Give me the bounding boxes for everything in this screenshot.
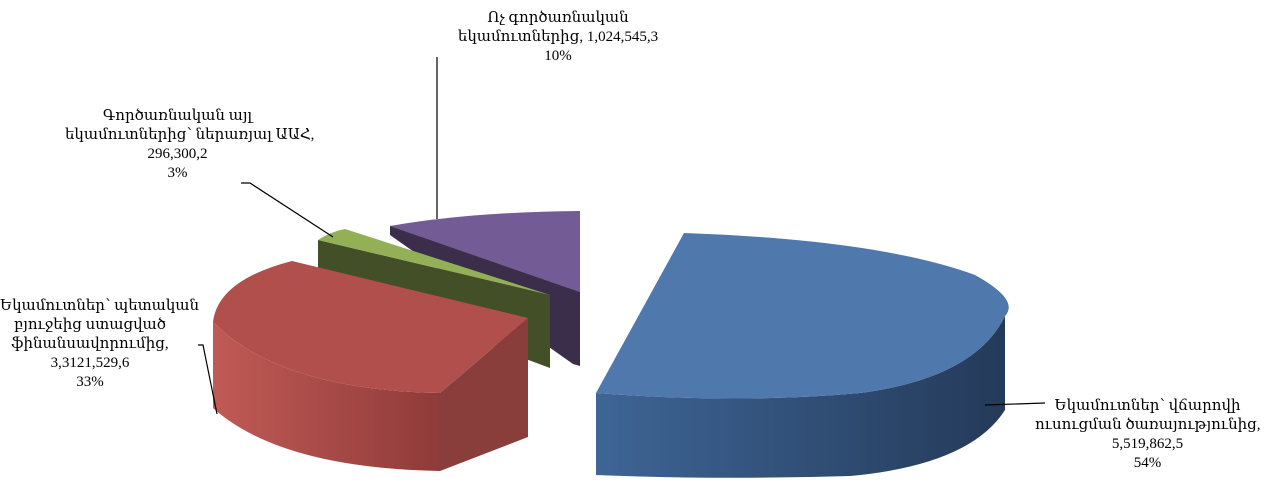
- slice-side-paid-lessons: [596, 316, 1005, 478]
- label-line: Եկամուտներ՝ վճարովի: [1054, 398, 1241, 414]
- label-line: ֆինանսավորումից,: [11, 336, 169, 352]
- label-line: 5,519,862,5: [1111, 436, 1184, 452]
- label-line: եկամուտներից՝ ներառյալ ԱԱՀ,: [65, 127, 315, 143]
- label-line: 10%: [544, 48, 572, 64]
- label-line: 3,3121,529,6: [50, 355, 130, 371]
- label-line: 296,300,2: [147, 146, 208, 162]
- slice-depth-budget: [440, 318, 528, 471]
- label-budget: Եկամուտներ՝ պետական բյուջեից ստացված ֆին…: [0, 297, 200, 392]
- label-line: 3%: [167, 165, 188, 181]
- label-other-operational: Գործառնական այլ եկամուտներից՝ ներառյալ Ա…: [65, 107, 315, 183]
- label-line: Եկամուտներ՝ պետական: [0, 298, 200, 314]
- slice-top-other-operational: [318, 229, 550, 295]
- leader-line-budget: [198, 344, 218, 415]
- label-line: ուսուցման ծառայությունից,: [1035, 417, 1261, 433]
- label-non-operational: Ոչ գործառնական եկամուտներից, 1,024,545,3…: [448, 9, 668, 66]
- label-paid-lessons: Եկամուտներ՝ վճարովի ուսուցման ծառայությո…: [1035, 397, 1261, 473]
- label-line: Ոչ գործառնական: [487, 10, 629, 26]
- slice-top-budget: [213, 261, 528, 393]
- slice-top-paid-lessons: [596, 233, 1009, 399]
- label-line: 33%: [76, 374, 104, 390]
- label-line: բյուջեից ստացված: [13, 317, 166, 333]
- label-line: Գործառնական այլ: [102, 108, 253, 124]
- slice-top-non-operational: [390, 211, 580, 292]
- leader-line-other-operational: [241, 182, 334, 238]
- leader-line-paid-lessons: [984, 402, 1046, 406]
- label-line: 54%: [1133, 455, 1162, 471]
- label-line: եկամուտներից, 1,024,545,3: [457, 29, 659, 45]
- slice-side-budget: [213, 322, 440, 471]
